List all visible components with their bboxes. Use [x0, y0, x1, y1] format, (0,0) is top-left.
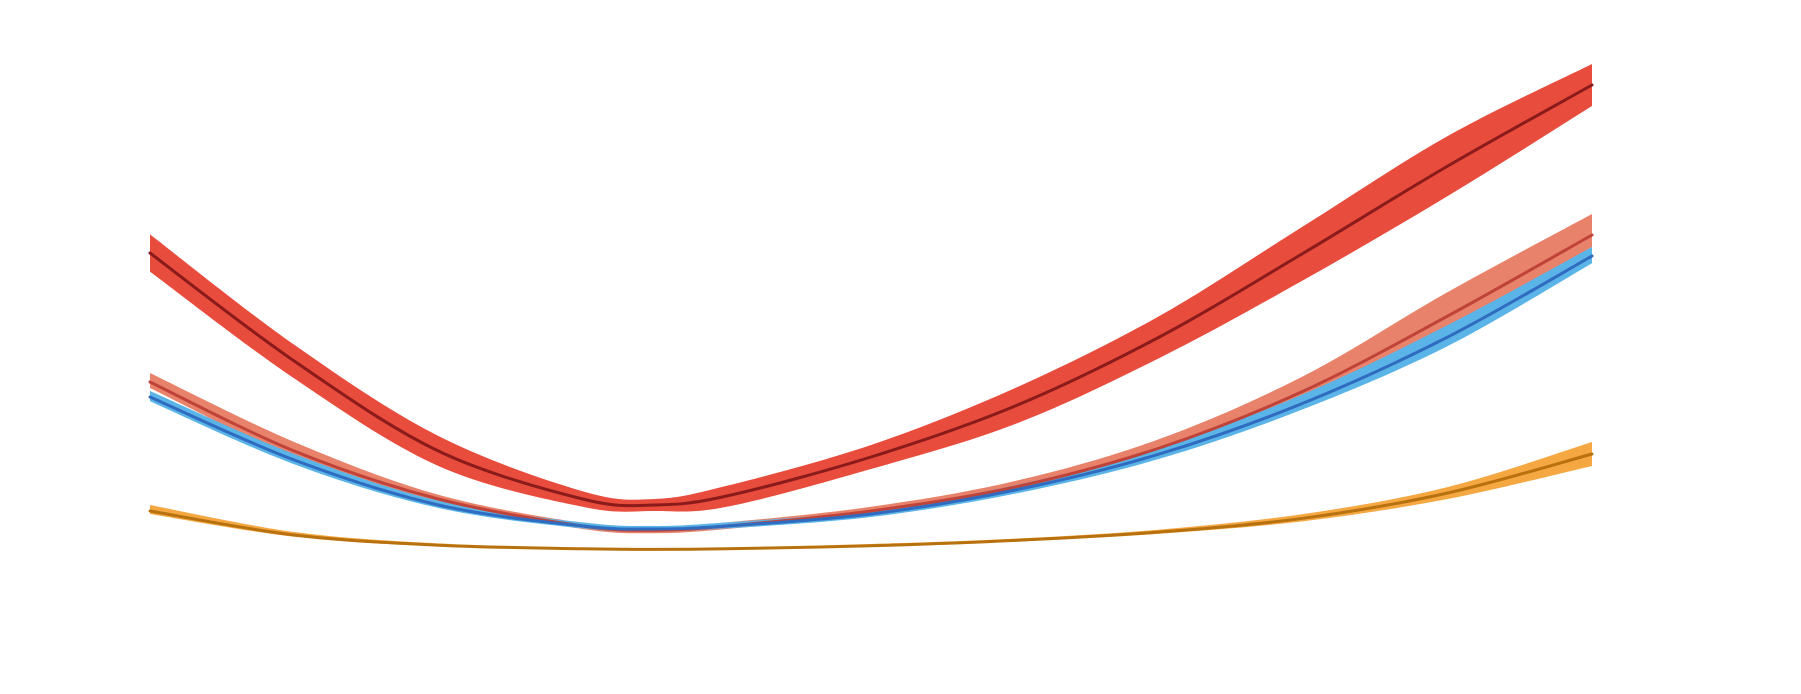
series-4-line: [148, 452, 1594, 551]
series-1-band: [150, 64, 1592, 512]
series-lines: [148, 83, 1594, 551]
series-3-line: [148, 254, 1594, 531]
series-2-line: [148, 233, 1594, 532]
confidence-bands: [150, 64, 1592, 550]
series-4-band: [150, 442, 1592, 550]
series-3-band: [150, 247, 1592, 532]
series-1-line: [148, 83, 1594, 508]
